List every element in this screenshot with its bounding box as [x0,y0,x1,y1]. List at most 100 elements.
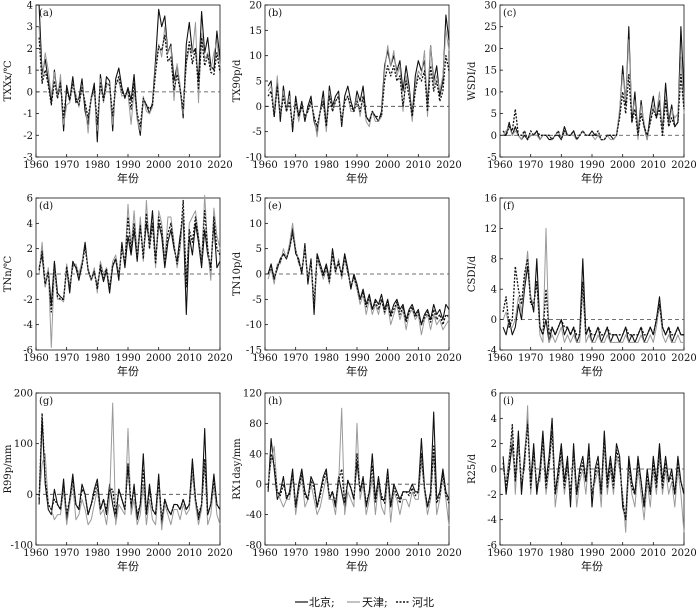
x-tick-label: 1960 [252,160,277,171]
panel-label: (b) [268,8,282,19]
x-tick-label: 1970 [54,353,79,364]
x-axis-label: 年份 [117,559,139,573]
panel-h: -80 -40 0 40 80 120 1960 1970 1980 1990 2000 2010 20… [232,389,462,574]
y-axis-label: CSDI/d [467,255,478,292]
panel-d: -6 -4 -2 0 2 4 6 1960 1970 1980 1990 2000 2010 2020 (d… [3,194,233,379]
series-line-hebei [38,34,221,128]
y-tick-label: -10 [246,320,262,331]
x-tick-label: 1990 [579,160,604,171]
panel-c: -5 0 5 10 15 20 25 30 1960 1970 1980 1990 2000 2010 20… [467,1,697,186]
x-tick-label: 1980 [85,548,110,559]
y-tick-label: -15 [246,346,262,357]
series-line-tianjin [267,29,450,138]
x-tick-label: 1980 [314,548,339,559]
y-tick-label: 16 [484,194,497,205]
y-tick-label: 0 [491,465,497,476]
y-tick-label: 2 [27,244,33,255]
x-tick-label: 1970 [54,160,79,171]
series-line-tianjin [38,402,221,531]
y-tick-label: 8 [491,254,497,265]
x-tick-label: 1980 [549,548,574,559]
panel-label: (g) [39,396,53,407]
series-line-tianjin [267,407,450,527]
x-tick-label: 2020 [671,160,696,171]
y-tick-label: 10 [249,219,262,230]
x-tick-label: 2010 [406,353,431,364]
y-tick-label: -40 [246,510,262,521]
x-tick-label: 1960 [252,353,277,364]
series-line-hebei [38,199,221,313]
x-tick-label: 1990 [344,548,369,559]
y-tick-label: 40 [249,449,262,460]
series-line-tianjin [502,227,684,343]
y-tick-label: -5 [487,153,497,164]
panel-label: (e) [268,201,282,212]
x-tick-label: 2010 [641,548,666,559]
x-tick-label: 2020 [207,548,232,559]
panel-f: -4 0 4 8 12 16 1960 1970 1980 1990 2000 2010 2020 (f)… [467,194,697,379]
x-tick-label: 1970 [54,548,79,559]
y-tick-label: 0 [256,480,262,491]
y-tick-label: 0 [27,270,33,281]
y-tick-label: 6 [491,389,497,400]
x-tick-label: 1980 [314,353,339,364]
y-tick-label: 5 [256,77,262,88]
legend-label-hebei: 河北 [412,596,434,609]
y-tick-label: 5 [256,244,262,255]
y-tick-label: 0 [256,270,262,281]
y-tick-label: 0 [27,87,33,98]
series-line-beijing [38,4,221,143]
x-tick-label: 2010 [406,548,431,559]
x-tick-label: 1960 [487,353,512,364]
y-axis-label: R25/d [467,453,478,484]
x-axis-label: 年份 [117,171,139,185]
x-axis-label: 年份 [346,559,368,573]
y-tick-label: 25 [484,22,497,33]
x-tick-label: 2000 [146,160,171,171]
x-axis-label: 年份 [346,364,368,378]
y-tick-label: -1 [23,109,33,120]
series-line-beijing [502,258,684,343]
x-tick-label: 1970 [283,353,308,364]
y-axis-label: TN10p/d [232,251,243,296]
x-tick-label: 1990 [115,548,140,559]
y-axis-label: TXXx/℃ [3,60,14,101]
x-tick-label: 2020 [436,160,461,171]
panel-label: (i) [503,396,514,407]
panel-i: -6 -4 -2 0 2 4 6 1960 1970 1980 1990 2000 2010 2020 (i… [467,389,697,574]
x-axis-label: 年份 [581,364,603,378]
x-tick-label: 1970 [518,160,543,171]
x-tick-label: 2000 [146,548,171,559]
series-line-hebei [38,412,221,521]
x-axis-label: 年份 [581,559,603,573]
x-tick-label: 2010 [177,160,202,171]
y-tick-label: 10 [484,87,497,98]
x-tick-label: 1970 [518,353,543,364]
x-tick-label: 2000 [610,353,635,364]
series-line-hebei [502,258,684,336]
y-axis-label: TNn/℃ [3,256,14,292]
y-tick-label: 15 [484,66,497,77]
y-tick-label: -5 [252,295,262,306]
y-axis-label: TX90p/d [232,59,243,102]
y-tick-label: -5 [252,127,262,138]
x-tick-label: 2000 [375,548,400,559]
x-tick-label: 1960 [487,160,512,171]
panel-e: -15 -10 -5 0 5 10 15 1960 1970 1980 1990 2000 2010 20… [232,194,462,379]
x-tick-label: 1980 [85,160,110,171]
y-tick-label: 4 [27,219,33,230]
x-tick-label: 2000 [375,353,400,364]
y-tick-label: -4 [487,515,497,526]
y-tick-label: -6 [487,541,497,552]
y-tick-label: -2 [23,295,33,306]
y-tick-label: 3 [27,22,33,33]
panel-label: (c) [503,8,517,19]
x-tick-label: 1980 [85,353,110,364]
y-tick-label: -6 [23,346,33,357]
y-tick-label: 4 [27,1,33,12]
y-tick-label: -80 [246,541,262,552]
x-tick-label: 2010 [641,353,666,364]
x-tick-label: 1970 [283,548,308,559]
series-line-beijing [267,14,450,133]
x-tick-label: 1980 [549,160,574,171]
